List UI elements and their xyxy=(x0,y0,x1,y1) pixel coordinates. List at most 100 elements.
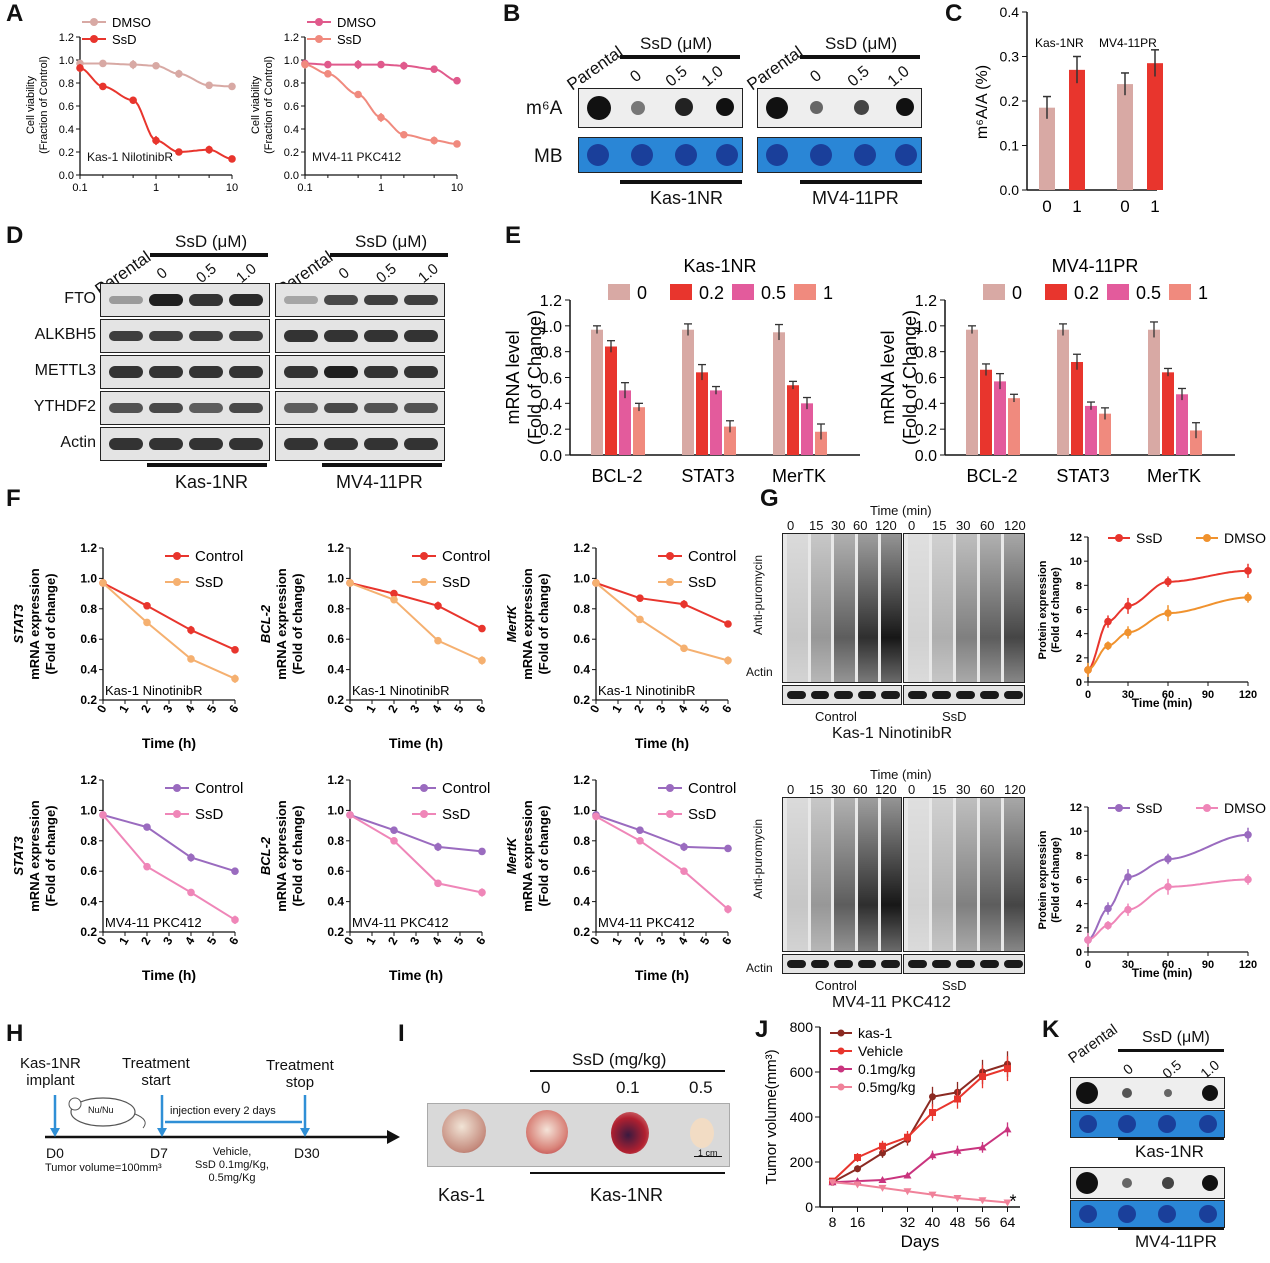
blot-b-mb-label: MB xyxy=(534,146,563,167)
dot xyxy=(1164,1089,1172,1097)
inset-label: Kas-1 NinotinibR xyxy=(352,683,450,698)
data-point xyxy=(301,60,309,69)
blot-d-dose-1: 0 xyxy=(153,264,171,283)
y-axis-label: mRNA expression xyxy=(274,800,289,912)
x-tick-label: 6 xyxy=(226,934,242,947)
bar xyxy=(619,390,631,455)
data-point xyxy=(854,1165,861,1173)
x-axis-label: Time (min) xyxy=(1132,966,1192,980)
chart-f5: 0.2 0.4 0.6 0.8 1.0 1.2 0 1 2 3 4 5 6 BCL-2 mRNA expre… xyxy=(258,773,490,983)
y-tick-label: 4 xyxy=(1076,899,1083,911)
legend-swatch xyxy=(608,284,630,300)
y-tick-label: 1.2 xyxy=(573,773,590,787)
puromycin-blot-control xyxy=(782,797,902,952)
puromycin-blot-control xyxy=(782,533,902,683)
legend-label: SsD xyxy=(1136,530,1162,546)
blot-lane xyxy=(908,534,929,682)
x-tick-label: 10 xyxy=(226,182,238,194)
blot-band xyxy=(189,403,223,413)
dot xyxy=(896,98,914,116)
x-tick-label: 0 xyxy=(587,934,603,947)
panel-label-c: C xyxy=(945,0,963,27)
legend-marker xyxy=(315,35,323,43)
legend-marker xyxy=(1203,804,1211,812)
x-axis-label: Time (min) xyxy=(1132,696,1192,710)
data-point xyxy=(1084,936,1092,944)
legend-marker xyxy=(90,18,98,26)
x-tick-label: 1 xyxy=(1072,197,1081,216)
dot xyxy=(1079,1115,1097,1133)
mouse-icon xyxy=(70,1097,136,1127)
blot-d-ssd-bar-1 xyxy=(150,253,268,257)
blot-band xyxy=(404,330,438,342)
dot xyxy=(1199,1115,1217,1133)
data-point xyxy=(434,879,442,888)
panel-label-k: K xyxy=(1042,1016,1060,1043)
data-point xyxy=(187,888,195,897)
blot-row-fto xyxy=(275,283,445,317)
data-point xyxy=(187,626,195,634)
bar xyxy=(980,369,992,455)
series-line xyxy=(832,1063,1008,1184)
x-tick-label: 1 xyxy=(609,934,625,947)
x-tick-label: 6 xyxy=(473,702,489,715)
inset-label: MV4-11 PKC412 xyxy=(105,915,202,930)
y-tick-label: 0.8 xyxy=(80,602,97,616)
blot-band xyxy=(284,403,318,413)
blot-band xyxy=(189,438,223,450)
data-point xyxy=(904,1133,911,1141)
y-tick-label: 0.8 xyxy=(573,602,590,616)
x-tick-label: 0 xyxy=(1085,959,1091,971)
time-label: 120 xyxy=(875,782,897,797)
y-tick-label: 0.6 xyxy=(80,632,97,646)
legend-label: SsD xyxy=(442,574,471,591)
time-label: 120 xyxy=(875,518,897,533)
bar xyxy=(787,385,799,455)
y-axis-label: (Fold of change) xyxy=(536,805,551,906)
bar xyxy=(1008,398,1020,455)
blot-row-alkbh5 xyxy=(100,319,270,353)
treatment-timeline-diagram xyxy=(45,1095,400,1144)
data-point xyxy=(453,76,461,85)
data-point xyxy=(187,655,195,663)
blot-row-label-alkbh5: ALKBH5 xyxy=(34,326,96,343)
x-tick-label: 3 xyxy=(407,934,423,947)
y-axis-label: Tumor volume(mm³) xyxy=(763,1049,780,1184)
dot xyxy=(587,144,609,166)
dot xyxy=(1122,1178,1132,1188)
data-point xyxy=(390,826,398,834)
timeline-arrowhead xyxy=(387,1130,400,1144)
data-point xyxy=(143,601,151,610)
data-point xyxy=(205,145,213,154)
dot-blot-k-mb-kas xyxy=(1070,1110,1225,1138)
blot-band xyxy=(857,960,877,968)
x-tick-label: 120 xyxy=(1239,959,1257,971)
legend-marker xyxy=(420,552,428,560)
data-point xyxy=(854,1154,861,1161)
blot-band xyxy=(109,330,143,342)
y-axis-gene-label: BCL-2 xyxy=(258,604,273,643)
puromycin-blot-ssd xyxy=(903,533,1025,683)
time-label: 30 xyxy=(831,518,846,533)
tumor-kas1nr-bar xyxy=(530,1172,725,1174)
data-point xyxy=(377,60,385,69)
y-tick-label: 0.4 xyxy=(80,895,97,909)
x-tick-label: 5 xyxy=(204,934,220,947)
y-axis-label: Protein expression xyxy=(1037,560,1049,659)
data-point xyxy=(175,70,183,78)
legend-label: 1 xyxy=(1198,283,1208,303)
data-point xyxy=(879,1149,886,1157)
blot-row-mettl3 xyxy=(100,355,270,389)
dot xyxy=(631,101,645,115)
y-axis-label: mRNA expression xyxy=(274,568,289,680)
blot-b-kas-bar xyxy=(620,180,742,184)
data-point xyxy=(1003,1199,1012,1207)
y-axis-label: m⁶A/A (%) xyxy=(974,65,991,139)
panel-label-f: F xyxy=(6,485,21,512)
x-tick-label: 0.1 xyxy=(72,182,87,194)
bar xyxy=(1117,84,1133,190)
data-point xyxy=(478,888,486,897)
y-axis-label: (Fold of change) xyxy=(43,573,58,674)
blot-d-mv-label: MV4-11PR xyxy=(336,472,423,492)
x-tick-label: 5 xyxy=(697,702,713,715)
